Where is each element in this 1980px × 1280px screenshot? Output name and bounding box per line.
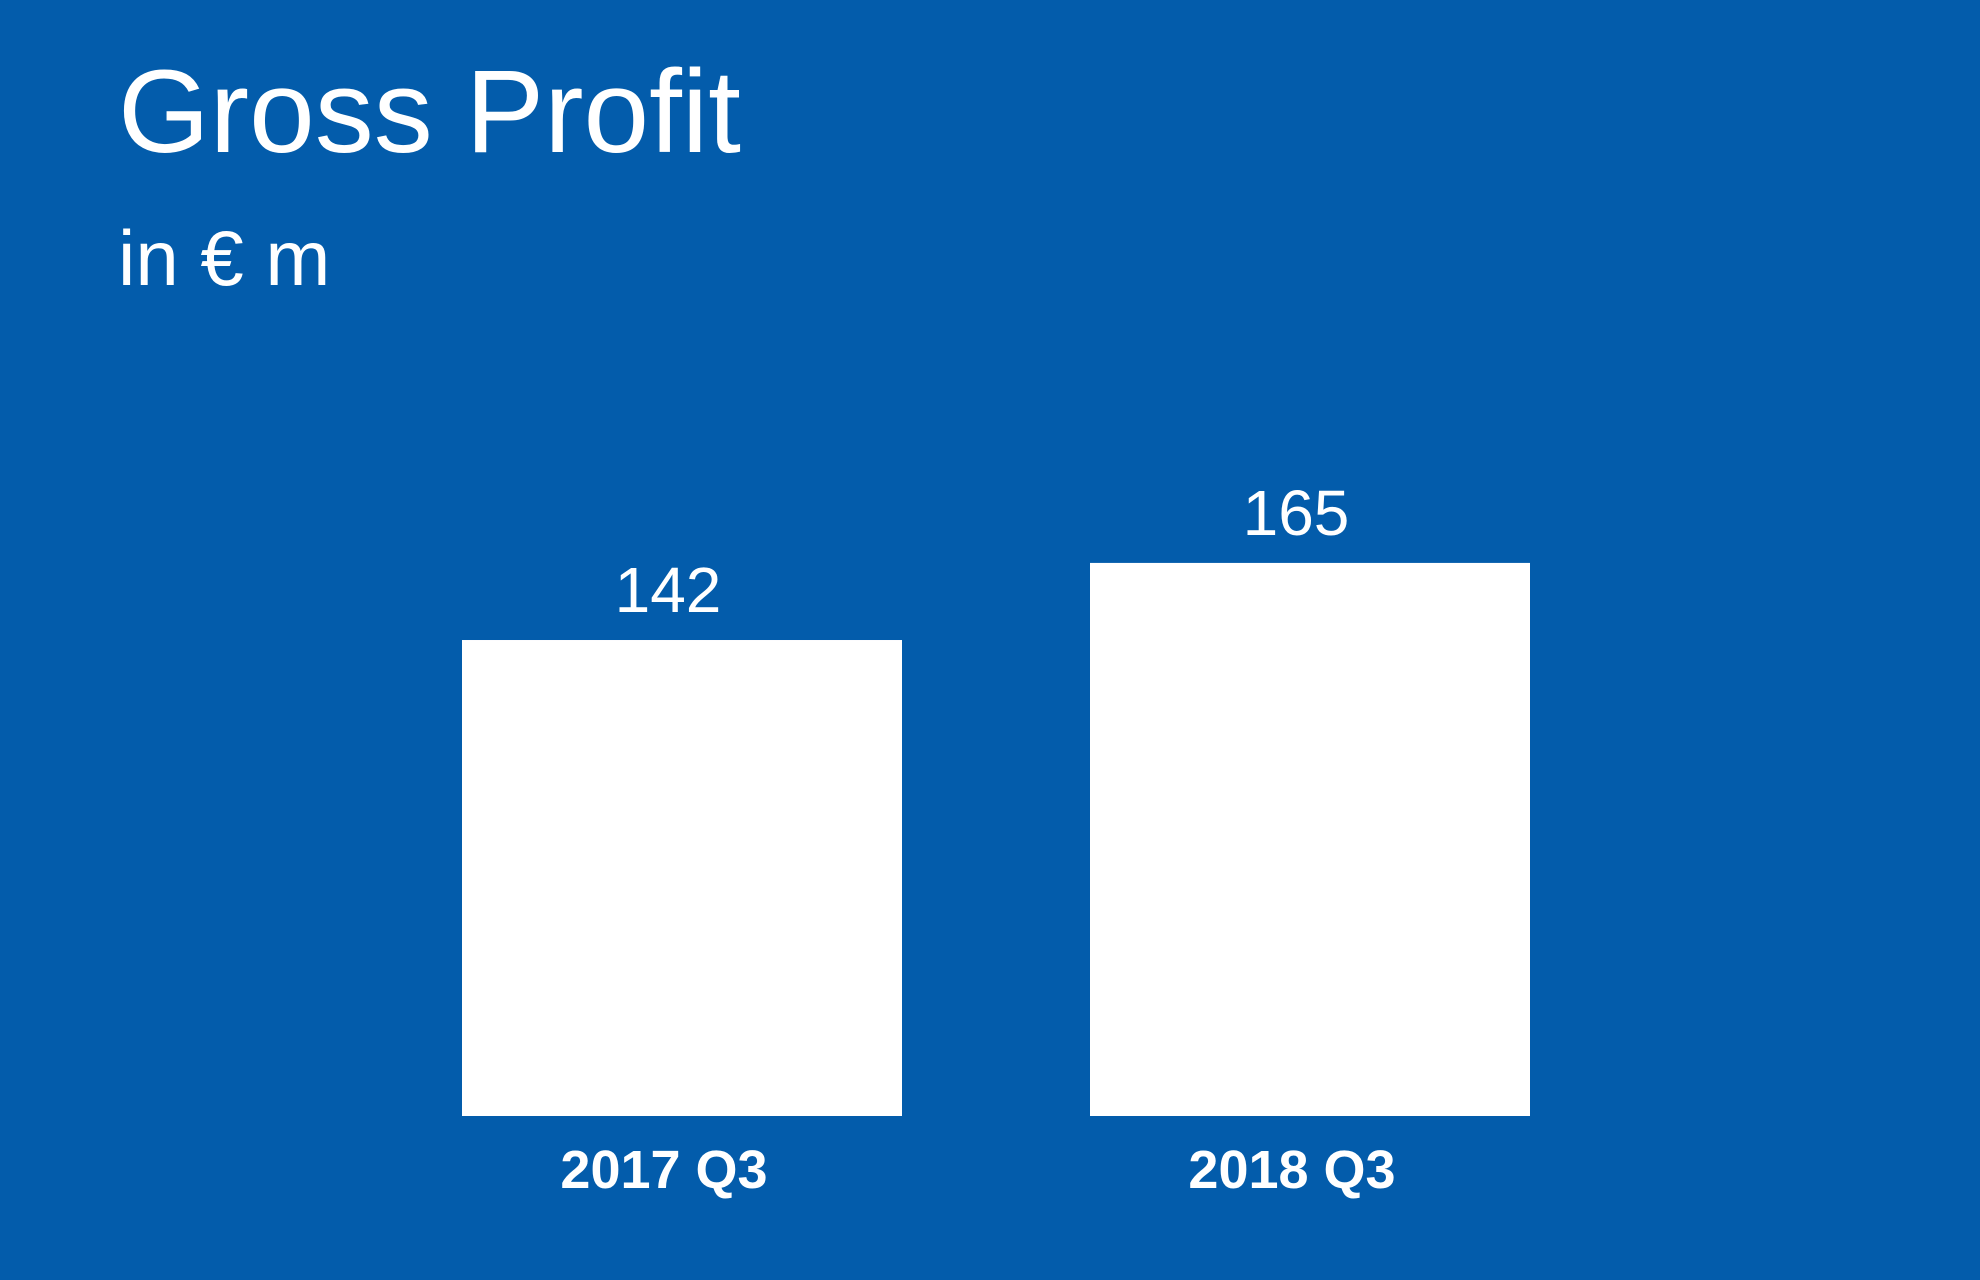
bar-2018-q3 xyxy=(1090,562,1530,1116)
chart-subtitle: in € m xyxy=(118,214,331,302)
bar-value-label: 142 xyxy=(615,554,722,626)
category-label: 2017 Q3 xyxy=(560,1140,767,1200)
bar-2017-q3 xyxy=(462,640,902,1116)
chart-title: Gross Profit xyxy=(118,46,741,178)
bar-value-label: 165 xyxy=(1243,477,1350,549)
category-label: 2018 Q3 xyxy=(1188,1140,1395,1200)
